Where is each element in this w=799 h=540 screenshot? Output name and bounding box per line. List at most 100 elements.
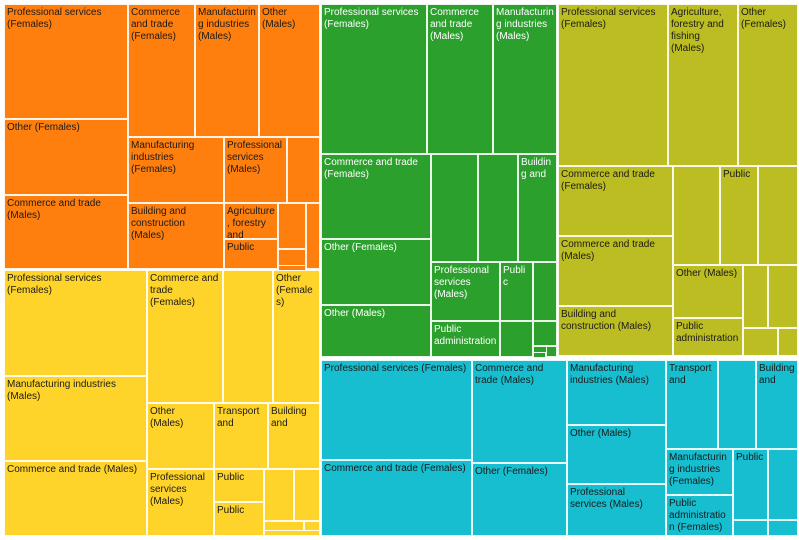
treemap-tile[interactable]: Other (Females) (738, 4, 798, 166)
treemap-tile[interactable]: Other (Males) (673, 265, 743, 318)
treemap-tile-label: Other (Females) (475, 466, 548, 477)
treemap-tile[interactable]: Other (Females) (4, 119, 128, 195)
treemap-tile[interactable] (264, 469, 294, 521)
treemap-tile[interactable] (278, 203, 306, 249)
treemap-tile[interactable] (673, 166, 720, 265)
treemap-tile[interactable]: Public (214, 469, 264, 502)
treemap-tile[interactable]: Other (Males) (147, 403, 214, 469)
treemap-tile[interactable]: Manufacturing industries (Males) (195, 4, 259, 137)
treemap-tile[interactable]: Commerce and trade (Females) (321, 460, 472, 536)
treemap-tile-label: Professional services (Females) (7, 273, 102, 296)
treemap-tile[interactable]: Other (Females) (273, 270, 320, 403)
treemap-tile-label: Commerce and trade (Females) (324, 157, 418, 180)
treemap-tile[interactable]: Public (214, 502, 264, 536)
treemap-tile-label: Other (Females) (324, 242, 397, 253)
treemap-tile[interactable]: Building and (518, 154, 557, 262)
treemap-tile-label: Other (Males) (676, 268, 738, 279)
treemap-tile[interactable] (758, 166, 798, 265)
treemap-tile-label: Transport and (217, 406, 260, 429)
treemap-tile[interactable] (768, 449, 798, 520)
treemap-tile[interactable]: Commerce and trade (Males) (427, 4, 493, 154)
treemap-tile[interactable]: Building and (756, 360, 798, 449)
treemap-tile-label: Professional services (Males) (150, 472, 206, 507)
treemap-tile[interactable]: Agriculture, forestry and fishing (Males… (668, 4, 738, 166)
treemap-tile-label: Professional services (Males) (227, 140, 283, 175)
treemap-tile[interactable]: Professional services (Females) (4, 4, 128, 119)
treemap-tile[interactable] (546, 346, 557, 357)
treemap-tile-label: Other (Males) (570, 428, 632, 439)
treemap-tile-label: Building and (521, 157, 552, 180)
treemap-tile-label: Public (217, 472, 245, 483)
treemap-tile[interactable] (718, 360, 756, 449)
treemap-tile-label: Commerce and trade (Females) (150, 273, 219, 308)
treemap-tile[interactable]: Commerce and trade (Females) (321, 154, 431, 239)
treemap-tile[interactable] (306, 203, 320, 269)
treemap-tile[interactable]: Building and construction (Males) (558, 306, 673, 356)
treemap-tile-label: Commerce and trade (Males) (7, 464, 138, 475)
treemap-tile[interactable]: Manufacturing industries (Females) (666, 449, 733, 495)
treemap-tile[interactable]: Commerce and trade (Females) (128, 4, 195, 137)
treemap-tile[interactable] (768, 520, 798, 536)
treemap-tile[interactable]: Other (Males) (567, 425, 666, 484)
treemap-tile[interactable] (743, 328, 778, 356)
treemap-tile[interactable] (533, 352, 546, 358)
treemap-tile-label: Manufacturing industries (Females) (669, 452, 727, 487)
treemap-tile[interactable] (223, 270, 273, 403)
treemap-tile[interactable] (264, 530, 320, 536)
treemap-tile[interactable]: Public administration (431, 321, 500, 357)
treemap-tile[interactable]: Professional services (Females) (321, 4, 427, 154)
treemap-tile-label: Public administration (676, 321, 739, 344)
treemap-tile-label: Other (Females) (7, 122, 80, 133)
treemap-tile[interactable]: Agriculture, forestry and (224, 203, 278, 239)
treemap-tile[interactable]: Professional services (Males) (567, 484, 666, 536)
treemap-tile[interactable]: Manufacturing industries (Females) (128, 137, 224, 203)
treemap-tile[interactable]: Commerce and trade (Females) (558, 166, 673, 236)
treemap-tile[interactable]: Public administration (Females) (666, 495, 733, 536)
treemap-tile[interactable]: Commerce and trade (Females) (147, 270, 223, 403)
treemap-tile[interactable]: Commerce and trade (Males) (472, 360, 567, 463)
treemap-tile[interactable]: Building and (268, 403, 320, 469)
treemap-tile[interactable]: Manufacturing industries (Males) (493, 4, 557, 154)
treemap-tile-label: Other (Males) (324, 308, 386, 319)
treemap-tile-label: Transport and (669, 363, 712, 386)
treemap-tile-label: Professional services (Females) (561, 7, 656, 30)
treemap-tile[interactable] (431, 154, 478, 262)
treemap-tile[interactable] (287, 137, 320, 203)
treemap-tile[interactable] (768, 265, 798, 328)
treemap-tile[interactable]: Other (Males) (321, 305, 431, 357)
treemap-tile[interactable]: Other (Females) (472, 463, 567, 536)
treemap-tile[interactable]: Public (720, 166, 758, 265)
treemap-tile[interactable]: Public administration (673, 318, 743, 356)
treemap-tile-label: Manufacturing industries (Males) (7, 379, 116, 402)
treemap-tile[interactable] (533, 262, 557, 321)
treemap-tile[interactable]: Commerce and trade (Males) (558, 236, 673, 306)
treemap-tile[interactable] (533, 321, 557, 346)
treemap-tile[interactable]: Public (733, 449, 768, 520)
treemap-tile-label: Commerce and trade (Males) (7, 198, 101, 221)
treemap-tile[interactable]: Other (Females) (321, 239, 431, 305)
treemap-tile[interactable] (733, 520, 768, 536)
treemap-tile[interactable]: Professional services (Females) (558, 4, 668, 166)
treemap-tile[interactable]: Commerce and trade (Males) (4, 195, 128, 269)
treemap-tile[interactable]: Public (500, 262, 533, 321)
treemap-tile[interactable]: Other (Males) (259, 4, 320, 137)
treemap-tile[interactable]: Professional services (Females) (321, 360, 472, 460)
treemap-tile[interactable] (478, 154, 518, 262)
treemap-tile-label: Professional services (Females) (324, 7, 419, 30)
treemap-tile[interactable]: Professional services (Males) (431, 262, 500, 321)
treemap-tile[interactable] (500, 321, 533, 357)
treemap-tile[interactable]: Professional services (Males) (224, 137, 287, 203)
treemap-tile[interactable]: Public (224, 239, 278, 269)
treemap-tile[interactable] (743, 265, 768, 328)
treemap-tile[interactable]: Building and construction (Males) (128, 203, 224, 269)
treemap-tile[interactable]: Professional services (Females) (4, 270, 147, 376)
treemap-tile[interactable]: Manufacturing industries (Males) (567, 360, 666, 425)
treemap-tile[interactable]: Transport and (666, 360, 718, 449)
treemap-tile[interactable]: Manufacturing industries (Males) (4, 376, 147, 461)
treemap-tile[interactable] (778, 328, 798, 356)
treemap-tile[interactable]: Professional services (Males) (147, 469, 214, 536)
treemap-tile[interactable] (294, 469, 320, 521)
treemap-tile[interactable]: Commerce and trade (Males) (4, 461, 147, 536)
treemap-tile[interactable]: Transport and (214, 403, 268, 469)
treemap-tile-label: Commerce and trade (Females) (561, 169, 655, 192)
